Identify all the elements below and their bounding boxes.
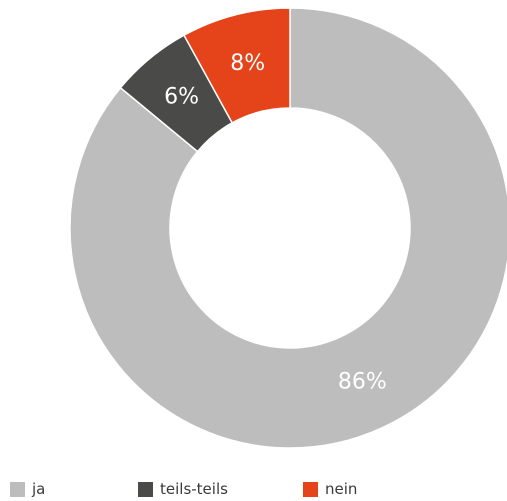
donut-slice-ja [69,7,507,449]
legend-label-teils-teils: teils-teils [160,480,228,498]
donut-slices [69,7,507,449]
legend-label-ja: ja [32,480,46,498]
legend-swatch-teils-teils [138,481,153,497]
donut-slice-labels: 86% 6% 8% [164,51,387,394]
slice-label-ja: 86% [338,369,387,394]
slice-label-nein: 8% [230,51,265,76]
slice-label-teils-teils: 6% [164,85,199,110]
chart-legend: ja teils-teils nein [10,479,507,501]
donut-slice-nein [182,7,291,124]
legend-label-nein: nein [325,480,358,498]
legend-swatch-ja [10,481,25,497]
legend-item-teils-teils: teils-teils [138,479,228,499]
legend-item-nein: nein [303,479,357,499]
legend-swatch-nein [303,481,318,497]
legend-item-ja: ja [10,479,45,499]
